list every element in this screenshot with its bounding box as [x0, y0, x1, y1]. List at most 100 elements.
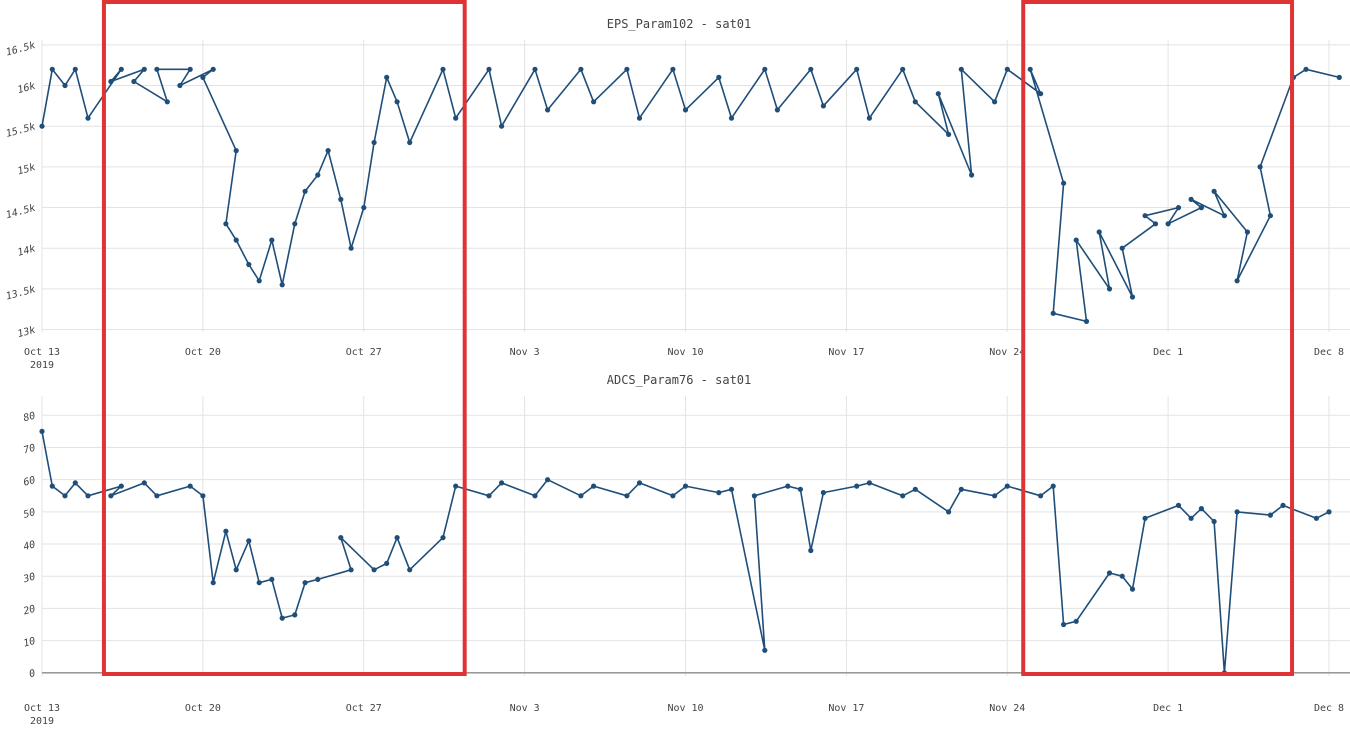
data-point	[72, 480, 78, 486]
data-point	[1152, 221, 1159, 227]
data-point	[1038, 91, 1044, 97]
data-point	[118, 66, 124, 72]
data-point	[545, 107, 551, 113]
x-tick-label: Nov 24	[989, 347, 1025, 358]
data-point	[233, 237, 239, 243]
data-point	[200, 493, 206, 499]
data-point	[762, 647, 768, 653]
data-point	[131, 78, 137, 85]
data-point	[1221, 213, 1227, 219]
data-point	[292, 612, 298, 618]
data-point	[1073, 237, 1079, 243]
data-point	[440, 66, 446, 72]
y-tick-label: 16k	[16, 81, 36, 96]
data-point	[854, 483, 860, 489]
data-point	[716, 74, 722, 80]
data-point	[371, 139, 377, 146]
data-point	[1073, 618, 1079, 624]
x-year-label: 2019	[30, 360, 54, 371]
y-tick-label: 20	[22, 604, 36, 618]
data-point	[785, 483, 791, 489]
data-point	[670, 493, 676, 499]
data-point	[210, 580, 216, 586]
data-point	[302, 188, 308, 194]
data-point	[762, 66, 768, 72]
data-point	[269, 576, 275, 583]
data-point	[453, 483, 459, 489]
data-point	[177, 82, 183, 89]
x-tick-label: Oct 13	[24, 347, 60, 358]
data-point	[1038, 493, 1044, 499]
data-point	[1234, 509, 1240, 515]
data-point	[486, 493, 492, 499]
data-point	[751, 493, 758, 499]
data-point	[486, 66, 492, 72]
y-tick-label: 13k	[16, 325, 36, 340]
data-point	[728, 486, 735, 492]
chart-title: EPS_Param102 - sat01	[607, 17, 752, 31]
data-point	[384, 560, 390, 567]
x-tick-label: Nov 10	[667, 703, 703, 714]
y-tick-label: 70	[22, 443, 36, 457]
data-point	[49, 483, 55, 489]
data-point	[62, 493, 68, 499]
y-tick-label: 15.5k	[5, 121, 37, 139]
data-point	[164, 99, 170, 105]
data-point	[1188, 196, 1194, 202]
data-point	[315, 576, 321, 583]
data-point	[636, 115, 643, 121]
y-tick-label: 15k	[16, 162, 36, 177]
data-point	[1336, 74, 1342, 80]
data-point	[866, 115, 873, 121]
data-point	[1129, 586, 1136, 592]
x-tick-label: Nov 10	[667, 347, 703, 358]
data-point	[256, 580, 262, 586]
data-point	[1004, 66, 1010, 72]
data-point	[682, 483, 689, 489]
data-point	[1198, 205, 1204, 211]
data-point	[108, 78, 114, 85]
x-tick-label: Dec 1	[1153, 347, 1183, 358]
data-point	[118, 483, 124, 489]
data-point	[154, 493, 160, 499]
data-point	[1303, 66, 1309, 72]
data-point	[578, 493, 584, 499]
x-tick-label: Nov 24	[989, 703, 1025, 714]
data-point	[338, 535, 344, 541]
data-point	[1083, 318, 1090, 324]
data-point	[72, 66, 78, 72]
x-year-label: 2019	[30, 716, 54, 727]
data-point	[361, 205, 367, 211]
y-tick-label: 14.5k	[5, 203, 37, 221]
data-point	[958, 486, 964, 492]
data-point	[453, 115, 459, 121]
data-point	[499, 123, 505, 129]
data-point	[1142, 515, 1148, 521]
data-point	[1257, 164, 1263, 170]
data-point	[1175, 502, 1182, 508]
data-point	[1050, 310, 1056, 316]
x-tick-label: Nov 17	[828, 703, 864, 714]
data-point	[1050, 483, 1056, 489]
data-point	[210, 66, 216, 72]
data-point	[223, 528, 229, 534]
x-tick-label: Nov 3	[510, 703, 540, 714]
data-point	[1211, 188, 1217, 194]
data-point	[85, 493, 91, 499]
data-point	[49, 66, 55, 72]
y-tick-label: 80	[22, 411, 36, 425]
data-point	[1326, 509, 1332, 515]
data-point	[279, 282, 285, 288]
data-point	[1165, 221, 1171, 227]
data-point	[578, 66, 584, 72]
x-tick-label: Oct 20	[185, 347, 221, 358]
data-point	[1188, 515, 1194, 521]
data-point	[797, 486, 804, 492]
data-point	[394, 535, 400, 541]
data-point	[591, 483, 597, 489]
data-point	[39, 123, 45, 129]
data-point	[440, 535, 446, 541]
chart-title: ADCS_Param76 - sat01	[607, 373, 752, 387]
y-tick-label: 13.5k	[5, 284, 37, 302]
data-point	[187, 66, 193, 72]
